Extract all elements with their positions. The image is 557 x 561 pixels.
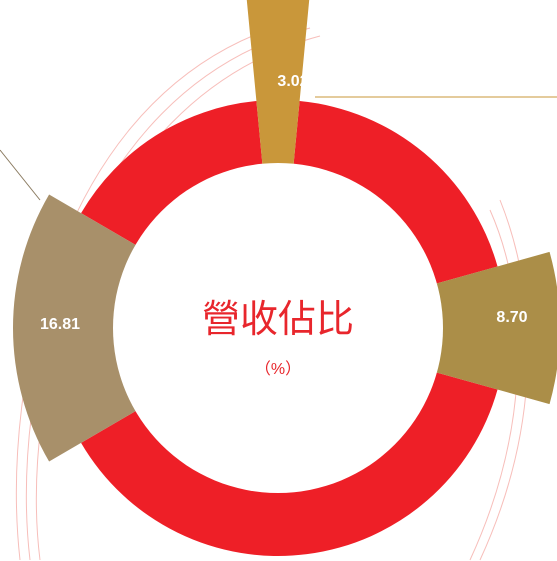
chart-subtitle: （%） — [255, 360, 301, 378]
data-label: 16.81 — [40, 316, 80, 333]
data-label: 3.02 — [277, 73, 308, 90]
leader-line — [0, 150, 40, 200]
data-label: 8.70 — [496, 309, 527, 326]
chart: 營收佔比 （%） 3.02 8.70 16.81 — [0, 0, 557, 561]
chart-title: 營收佔比 — [202, 299, 354, 341]
